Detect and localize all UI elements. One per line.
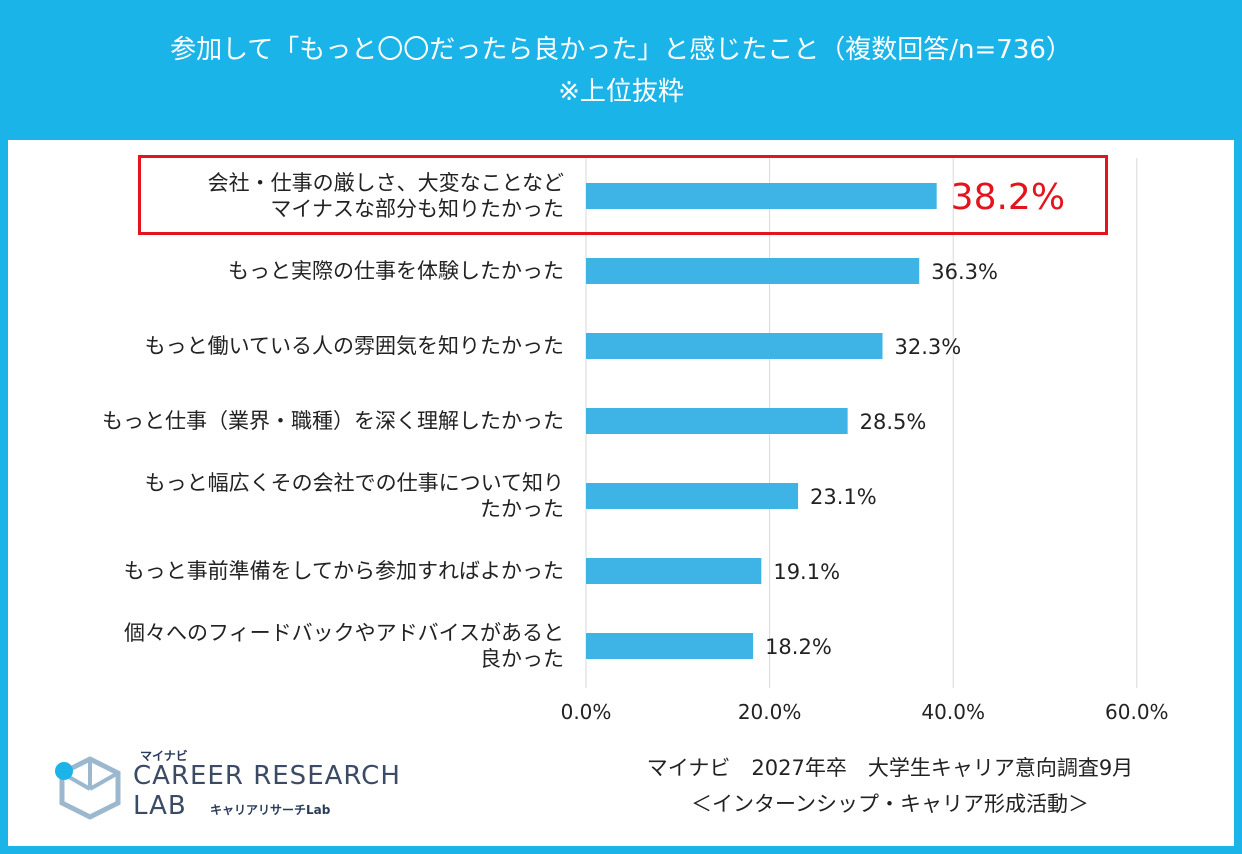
bar <box>586 408 848 434</box>
bar <box>586 558 762 584</box>
logo: マイナビ CAREER RESEARCH LAB キャリアリサーチLab <box>50 745 410 825</box>
logo-brand-sub: キャリアリサーチLab <box>210 803 331 817</box>
category-label-line: もっと働いている人の雰囲気を知りたかった <box>144 334 564 358</box>
cube-logo-icon <box>55 756 121 820</box>
x-tick-label: 0.0% <box>560 700 612 724</box>
chart-header: 参加して「もっと〇〇だったら良かった」と感じたこと（複数回答/n=736） ※上… <box>0 0 1242 140</box>
x-tick-label: 20.0% <box>737 700 802 724</box>
logo-brand-line1: CAREER RESEARCH <box>133 761 401 791</box>
value-label: 28.5% <box>860 410 927 434</box>
value-label: 18.2% <box>765 635 832 659</box>
category-label: もっと幅広くその会社での仕事について知り たかった <box>24 470 564 522</box>
value-label: 23.1% <box>810 485 877 509</box>
bar <box>586 258 920 284</box>
category-label: 個々へのフィードバックやアドバイスがあると 良かった <box>24 620 564 672</box>
category-label-line: もっと実際の仕事を体験したかった <box>228 259 564 283</box>
category-label: もっと仕事（業界・職種）を深く理解したかった <box>24 408 564 434</box>
category-label-line: たかった <box>480 497 564 521</box>
category-label-line: マイナスな部分も知りたかった <box>270 197 564 221</box>
bar <box>586 633 754 659</box>
value-label: 32.3% <box>895 335 962 359</box>
value-label: 19.1% <box>773 560 840 584</box>
category-label: もっと事前準備をしてから参加すればよかった <box>24 558 564 584</box>
x-tick-label: 40.0% <box>921 700 985 724</box>
chart-title: 参加して「もっと〇〇だったら良かった」と感じたこと（複数回答/n=736） <box>170 35 1072 65</box>
category-label-line: もっと仕事（業界・職種）を深く理解したかった <box>102 409 564 433</box>
highlight-box <box>138 155 1108 235</box>
logo-brand-small: マイナビ <box>140 749 188 763</box>
bar <box>586 483 799 509</box>
category-label-line: 会社・仕事の厳しさ、大変なことなど <box>207 171 564 195</box>
bar <box>586 333 883 359</box>
category-label-line: 良かった <box>480 647 564 671</box>
category-label-line: もっと幅広くその会社での仕事について知り <box>144 471 564 495</box>
chart-subtitle: ※上位抜粋 <box>558 77 684 107</box>
category-label: 会社・仕事の厳しさ、大変なことなど マイナスな部分も知りたかった <box>24 170 564 222</box>
source-line-2: ＜インターンシップ・キャリア形成活動＞ <box>691 792 1089 816</box>
category-label: もっと働いている人の雰囲気を知りたかった <box>24 333 564 359</box>
logo-brand-line2: LAB <box>133 791 187 821</box>
category-label: もっと実際の仕事を体験したかった <box>24 258 564 284</box>
value-label: 36.3% <box>931 260 998 284</box>
x-tick-label: 60.0% <box>1105 700 1169 724</box>
category-label-line: 個々へのフィードバックやアドバイスがあると <box>124 621 564 645</box>
bar <box>586 183 937 209</box>
category-label-line: もっと事前準備をしてから参加すればよかった <box>123 559 564 583</box>
value-label: 38.2% <box>951 177 1065 218</box>
source-line-1: マイナビ 2027年卒 大学生キャリア意向調査9月 <box>646 756 1134 780</box>
